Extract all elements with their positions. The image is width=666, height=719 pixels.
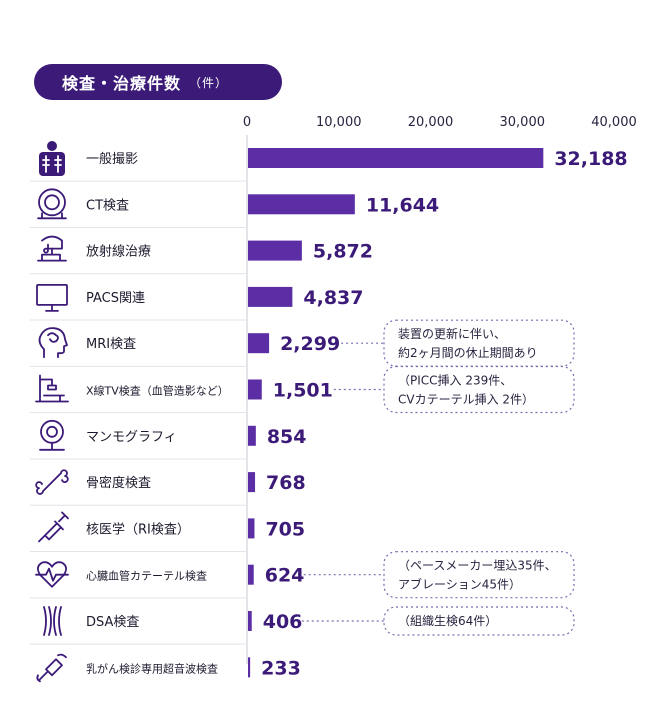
xray-chest-icon (39, 141, 65, 176)
heart-pulse-icon (35, 561, 69, 588)
ct-scanner-icon (37, 188, 67, 220)
category-label: 放射線治療 (86, 244, 151, 260)
annotation-text: （ペースメーカー埋込35件、 (398, 559, 557, 573)
annotation-text: （PICC挿入 239件、 (398, 374, 512, 388)
category-label: CT検査 (86, 198, 129, 213)
x-tick-label: 0 (243, 115, 251, 130)
value-label: 768 (266, 472, 306, 494)
bar (248, 472, 256, 493)
syringe-icon (38, 511, 69, 543)
category-label: 心臓血管カテーテル検査 (86, 569, 207, 583)
value-label: 5,872 (313, 241, 373, 263)
bar (248, 333, 270, 354)
annotation-box (383, 606, 575, 636)
category-label: MRI検査 (86, 337, 136, 352)
annotation-text: （組織生検64件） (398, 614, 497, 628)
value-label: 2,299 (280, 333, 340, 355)
category-label: X線TV検査（血管造影など） (86, 384, 229, 398)
chart-title-badge: 検査・治療件数 （件） (34, 64, 282, 100)
category-label: 一般撮影 (86, 151, 138, 167)
category-label: 核医学（RI検査） (86, 521, 190, 537)
brain-head-icon (38, 327, 68, 359)
value-label: 233 (261, 657, 301, 679)
category-label: 骨密度検査 (86, 475, 151, 491)
annotation-text: CVカテーテル挿入 2件） (398, 393, 534, 407)
x-tick-label: 20,000 (408, 115, 454, 130)
bar (248, 148, 544, 168)
bar (248, 611, 252, 631)
value-label: 1,501 (273, 380, 333, 402)
x-tick-label: 40,000 (591, 115, 637, 130)
category-label: マンモグラフィ (86, 430, 177, 445)
value-label: 4,837 (303, 287, 363, 309)
xray-tv-icon (35, 374, 69, 403)
vessels-icon (43, 606, 62, 636)
value-label: 32,188 (554, 148, 627, 170)
chart-unit: （件） (189, 75, 229, 90)
bar (248, 564, 254, 585)
value-label: 624 (265, 565, 305, 587)
bar (248, 240, 302, 261)
ultrasound-probe-icon (36, 653, 67, 683)
bar (248, 286, 293, 307)
bar (248, 425, 256, 446)
annotation-box (383, 319, 575, 367)
monitor-icon (36, 283, 68, 312)
annotation-text: アブレーション45件） (398, 577, 521, 592)
value-label: 11,644 (366, 194, 439, 216)
radiotherapy-icon (37, 235, 67, 262)
bone-icon (35, 469, 69, 495)
category-label: PACS関連 (86, 291, 145, 306)
annotation-text: 約2ヶ月間の休止期間あり (398, 345, 538, 360)
x-tick-label: 10,000 (316, 115, 362, 130)
annotation-box (383, 365, 575, 414)
chart-title: 検査・治療件数 (62, 74, 182, 93)
x-tick-label: 30,000 (500, 115, 546, 130)
annotation-box (383, 551, 575, 599)
mammography-icon (39, 419, 65, 451)
bar (248, 379, 262, 400)
bar (248, 657, 251, 678)
value-label: 406 (263, 611, 303, 633)
value-label: 705 (265, 518, 305, 540)
bar (248, 518, 255, 539)
bar (248, 194, 355, 215)
category-label: 乳がん検診専用超音波検査 (86, 661, 218, 675)
category-label: DSA検査 (86, 615, 139, 630)
value-label: 854 (267, 426, 307, 448)
annotation-text: 装置の更新に伴い、 (398, 326, 506, 341)
